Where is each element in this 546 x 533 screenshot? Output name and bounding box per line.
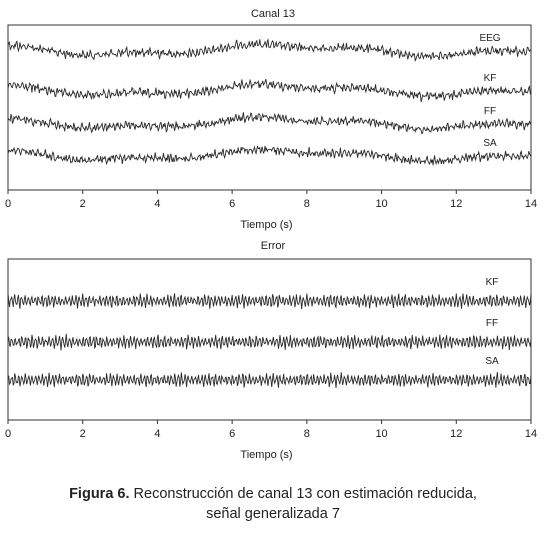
x-tick-label: 8 (304, 428, 310, 440)
x-tick-label: 10 (375, 428, 387, 440)
series-line-sa (7, 372, 532, 388)
series-label-kf: KF (484, 73, 497, 84)
series-label-kf: KF (486, 277, 499, 288)
series-line-ff (7, 112, 532, 135)
x-tick-label: 2 (80, 198, 86, 210)
x-tick-label: 6 (229, 428, 235, 440)
caption-text-2: señal generalizada 7 (206, 506, 340, 522)
series-line-ff (7, 333, 532, 351)
series-line-kf (7, 293, 532, 310)
chart-canvas: 0 2 4 6 8 10 12 14 Tiempo (s) EEG KF FF SA 0 2 4 6 8 10 12 1… (5, 24, 537, 461)
x-tick-label: 14 (525, 428, 537, 440)
x-tick-label: 12 (450, 428, 462, 440)
x-tick-label: 0 (5, 198, 11, 210)
series-label-sa: SA (485, 356, 499, 367)
x-tick-label: 6 (229, 198, 235, 210)
chart-title-top: Canal 13 (250, 8, 296, 20)
series-line-kf (7, 78, 532, 103)
x-tick-label: 8 (304, 198, 310, 210)
x-axis-label: Tiempo (s) (240, 449, 292, 461)
series-line-sa (7, 145, 532, 166)
x-axis-label: Tiempo (s) (240, 219, 292, 231)
caption-label: Figura 6. (69, 486, 130, 502)
figure-caption: Figura 6. Reconstrucción de canal 13 con… (0, 484, 546, 524)
axes-frame (7, 24, 532, 191)
series-label-eeg: EEG (479, 33, 500, 44)
x-tick-label: 10 (375, 198, 387, 210)
x-tick-label: 14 (525, 198, 537, 210)
chart-title-bottom: Error (260, 240, 286, 252)
x-tick-label: 0 (5, 428, 11, 440)
series-line-eeg (7, 38, 532, 62)
x-tick-label: 4 (154, 428, 160, 440)
caption-text: Reconstrucción de canal 13 con estimació… (133, 486, 477, 502)
x-tick-label: 4 (154, 198, 160, 210)
series-label-sa: SA (483, 138, 497, 149)
series-label-ff: FF (484, 106, 496, 117)
series-label-ff: FF (486, 318, 498, 329)
x-tick-label: 2 (80, 428, 86, 440)
x-tick-label: 12 (450, 198, 462, 210)
